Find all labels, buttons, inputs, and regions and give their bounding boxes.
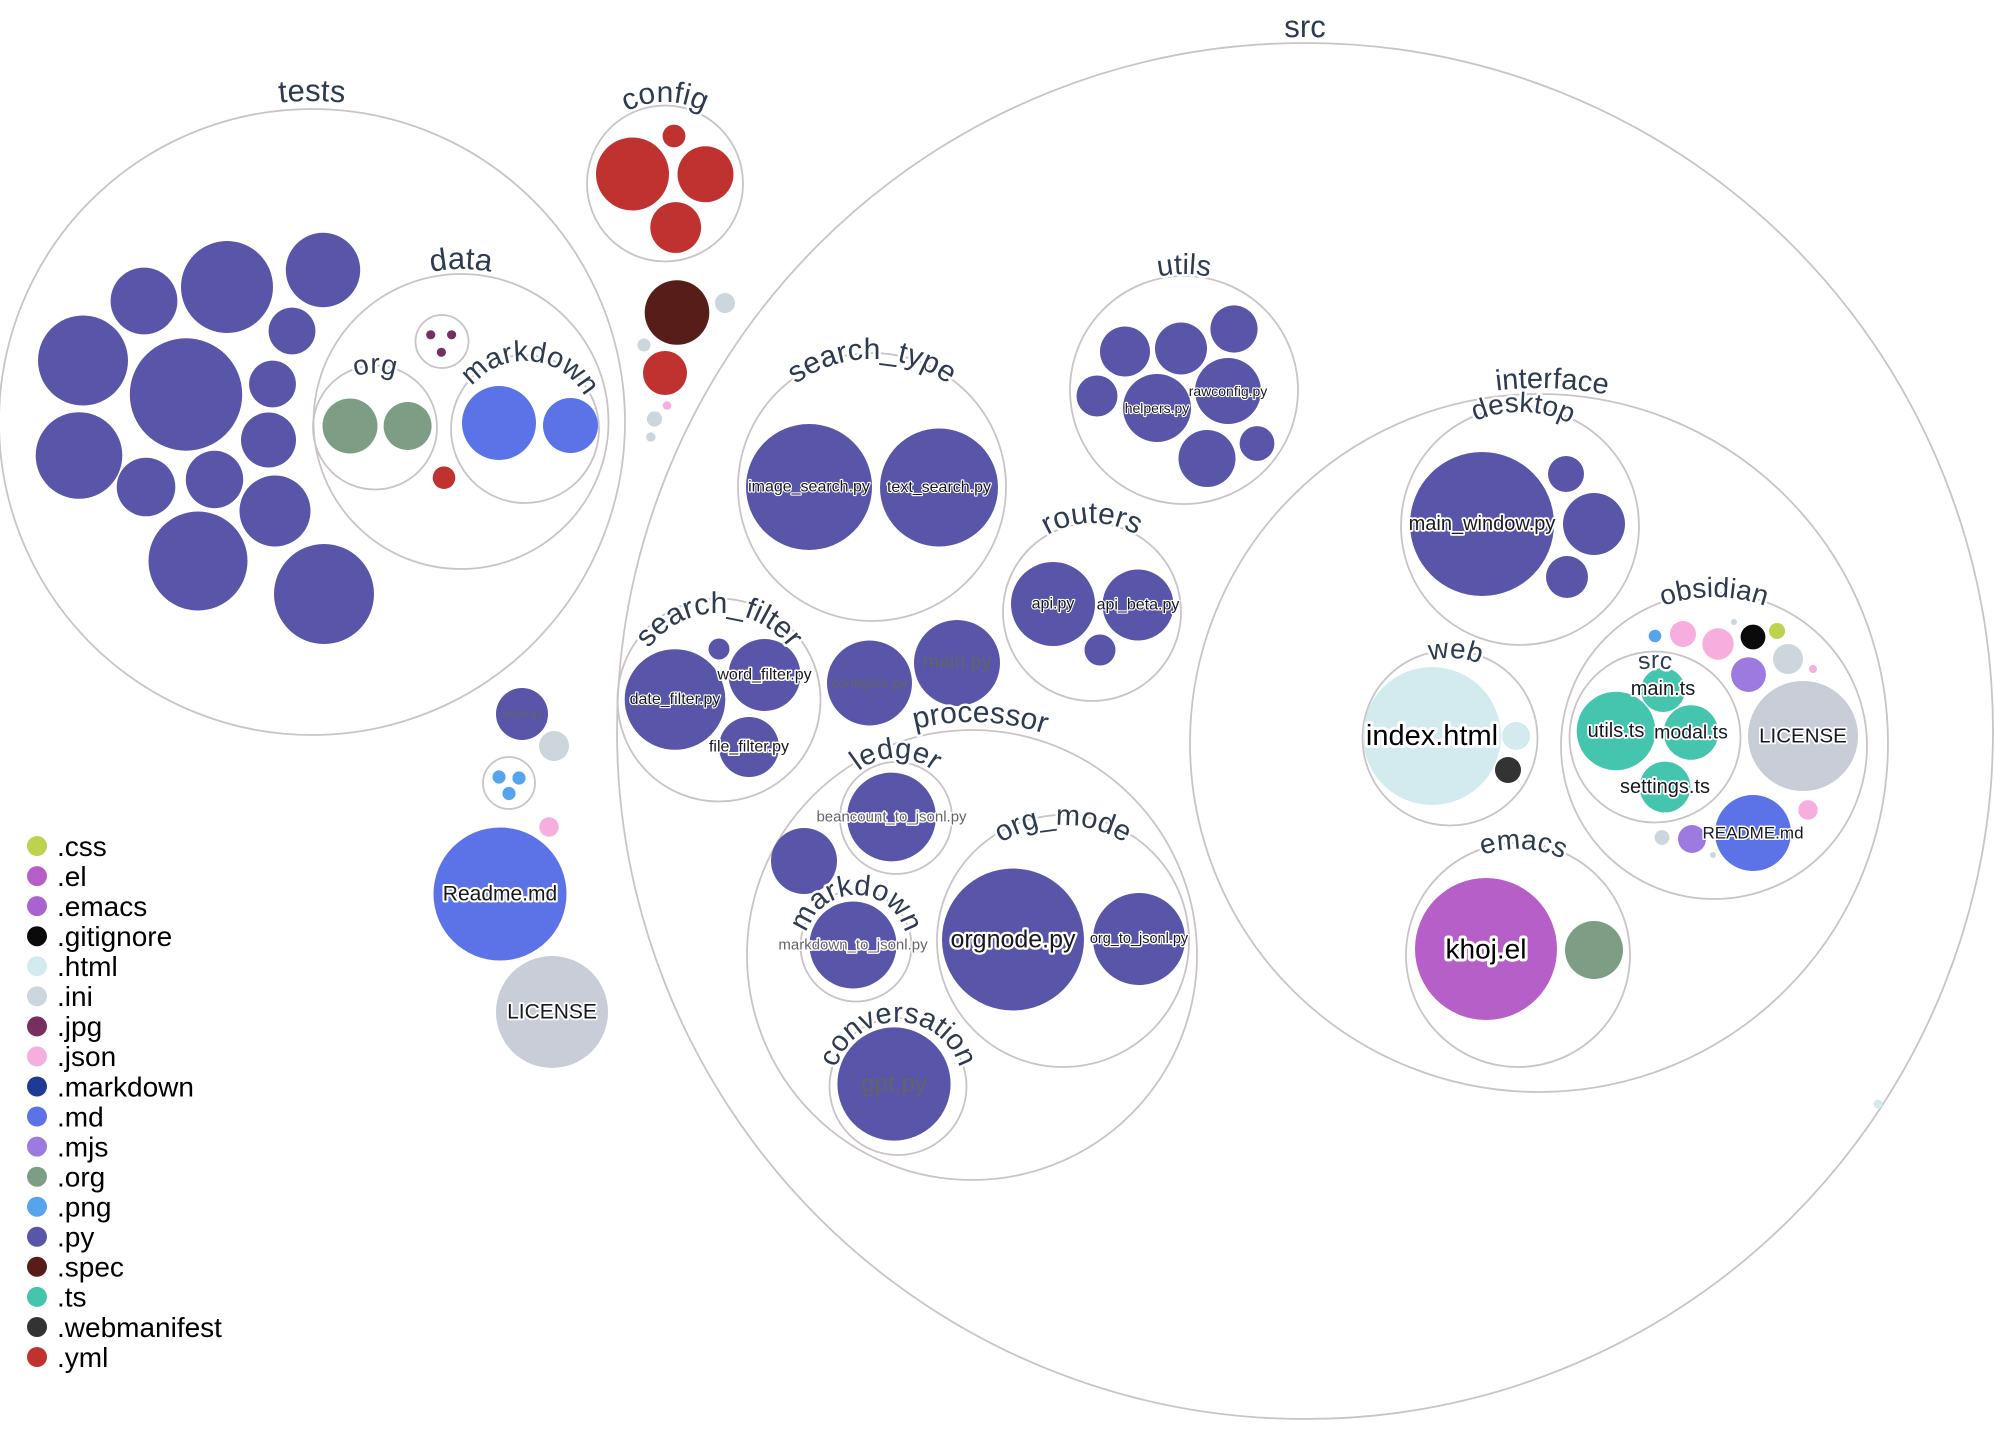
svg-text:src: src <box>1284 9 1326 44</box>
svg-text:rawconfig.py: rawconfig.py <box>1189 383 1268 399</box>
svg-text:.json: .json <box>57 1041 116 1072</box>
svg-text:setup.py: setup.py <box>502 708 542 720</box>
svg-text:.spec: .spec <box>57 1252 124 1283</box>
svg-text:.md: .md <box>57 1101 104 1132</box>
svg-text:.yml: .yml <box>57 1342 108 1373</box>
svg-text:.emacs: .emacs <box>57 891 147 922</box>
svg-text:.css: .css <box>57 831 107 862</box>
svg-text:config: config <box>616 76 713 118</box>
svg-text:beancount_to_jsonl.py: beancount_to_jsonl.py <box>816 809 967 826</box>
svg-text:api.py: api.py <box>1032 596 1075 613</box>
svg-text:.jpg: .jpg <box>57 1011 102 1042</box>
svg-text:utils.ts: utils.ts <box>1588 720 1645 742</box>
svg-text:file_filter.py: file_filter.py <box>709 739 789 756</box>
svg-text:configure.py: configure.py <box>831 675 907 691</box>
svg-text:api_beta.py: api_beta.py <box>1097 597 1180 614</box>
svg-text:.html: .html <box>57 951 118 982</box>
svg-text:.png: .png <box>57 1192 112 1223</box>
svg-text:utils: utils <box>1155 249 1214 284</box>
svg-text:.webmanifest: .webmanifest <box>57 1312 222 1343</box>
svg-text:LICENSE: LICENSE <box>507 1001 597 1024</box>
svg-text:web: web <box>1425 632 1487 669</box>
svg-text:date_filter.py: date_filter.py <box>630 691 721 708</box>
svg-text:README.md: README.md <box>1702 824 1803 843</box>
svg-text:markdown_to_jsonl.py: markdown_to_jsonl.py <box>778 937 928 954</box>
svg-text:org_to_jsonl.py: org_to_jsonl.py <box>1090 931 1189 947</box>
svg-text:text_search.py: text_search.py <box>887 479 991 496</box>
svg-text:.gitignore: .gitignore <box>57 921 172 952</box>
svg-text:.py: .py <box>57 1222 94 1253</box>
svg-text:.ts: .ts <box>57 1282 87 1313</box>
svg-text:.markdown: .markdown <box>57 1071 194 1102</box>
svg-text:word_filter.py: word_filter.py <box>716 667 811 684</box>
svg-text:.ini: .ini <box>57 981 93 1012</box>
svg-text:index.html: index.html <box>1366 720 1498 752</box>
svg-text:.org: .org <box>57 1162 105 1193</box>
svg-text:src: src <box>1636 647 1674 676</box>
svg-text:main_window.py: main_window.py <box>1409 513 1556 535</box>
svg-text:helpers.py: helpers.py <box>1125 400 1190 416</box>
svg-text:khoj.el: khoj.el <box>1446 934 1527 965</box>
svg-text:data: data <box>427 241 496 279</box>
svg-text:.el: .el <box>57 861 87 892</box>
svg-text:Readme.md: Readme.md <box>443 883 557 906</box>
svg-text:LICENSE: LICENSE <box>1759 725 1847 748</box>
svg-text:org: org <box>349 348 400 382</box>
svg-text:gpt.py: gpt.py <box>861 1071 926 1098</box>
svg-text:modal.ts: modal.ts <box>1654 722 1728 744</box>
svg-text:settings.ts: settings.ts <box>1620 776 1710 798</box>
svg-text:.mjs: .mjs <box>57 1131 108 1162</box>
svg-text:image_search.py: image_search.py <box>748 479 870 496</box>
svg-text:main.py: main.py <box>923 651 992 673</box>
svg-text:orgnode.py: orgnode.py <box>950 926 1076 954</box>
svg-text:main.ts: main.ts <box>1631 678 1695 700</box>
